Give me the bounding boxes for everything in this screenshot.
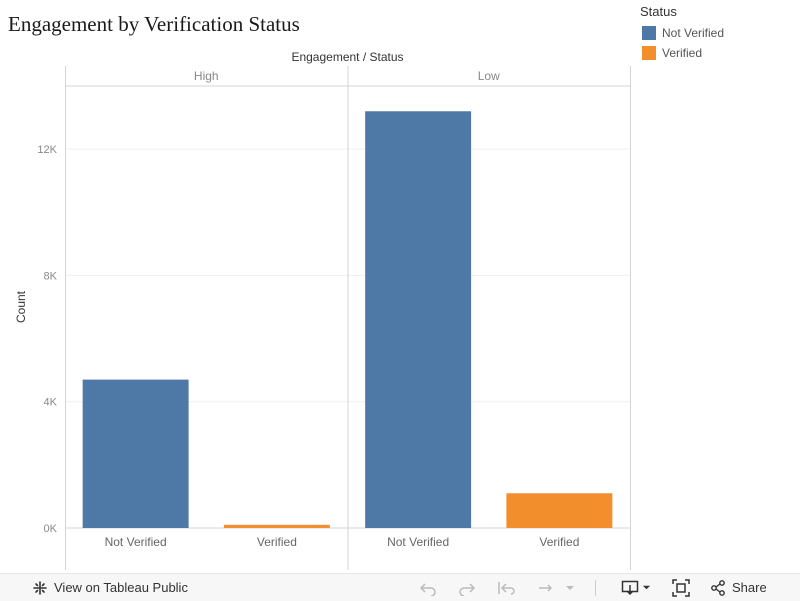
share-button[interactable]: Share bbox=[710, 574, 767, 601]
chevron-down-icon bbox=[565, 583, 575, 593]
bar-chart: Engagement / Status Count 0K 4K 8K 12K High Not… bbox=[14, 50, 631, 570]
y-tick-label: 8K bbox=[44, 270, 58, 282]
fullscreen-icon bbox=[672, 578, 690, 597]
share-icon bbox=[710, 579, 726, 596]
view-on-tableau-label: View on Tableau Public bbox=[54, 580, 188, 595]
y-tick-label: 4K bbox=[44, 397, 58, 409]
x-tick-label: Verified bbox=[257, 535, 297, 549]
toolbar-divider bbox=[595, 574, 596, 601]
bar-low-verified bbox=[506, 493, 613, 528]
download-button[interactable] bbox=[621, 574, 651, 601]
redo-icon bbox=[458, 580, 476, 596]
revert-button[interactable] bbox=[497, 574, 517, 601]
refresh-button[interactable] bbox=[536, 574, 556, 601]
y-axis-label: Count bbox=[14, 290, 28, 323]
redo-button[interactable] bbox=[458, 574, 476, 601]
undo-icon bbox=[419, 580, 437, 596]
y-tick-label: 0K bbox=[44, 523, 58, 535]
legend-swatch-verified bbox=[642, 46, 656, 60]
legend-title: Status bbox=[640, 4, 677, 19]
legend-swatch-not-verified bbox=[642, 26, 656, 40]
legend-label: Verified bbox=[662, 46, 703, 60]
chevron-down-icon bbox=[642, 583, 651, 592]
tableau-icon bbox=[32, 580, 48, 596]
panel-label: High bbox=[194, 69, 219, 83]
legend-label: Not Verified bbox=[662, 26, 725, 40]
bar-low-not-verified bbox=[365, 111, 472, 528]
revert-icon bbox=[497, 580, 517, 596]
download-icon bbox=[621, 580, 639, 596]
undo-button[interactable] bbox=[419, 574, 437, 601]
panel-label: Low bbox=[478, 69, 500, 83]
y-tick-label: 12K bbox=[37, 144, 57, 156]
bar-high-not-verified bbox=[82, 379, 189, 528]
refresh-dropdown[interactable] bbox=[565, 574, 575, 601]
x-tick-label: Verified bbox=[539, 535, 579, 549]
share-label: Share bbox=[732, 580, 767, 595]
x-tick-label: Not Verified bbox=[105, 535, 167, 549]
legend-item-not-verified[interactable]: Not Verified bbox=[640, 23, 798, 43]
legend: Status Not Verified Verified bbox=[640, 4, 798, 63]
legend-item-verified[interactable]: Verified bbox=[640, 43, 798, 63]
page-title: Engagement by Verification Status bbox=[8, 12, 300, 36]
toolbar: View on Tableau Public bbox=[0, 573, 800, 601]
view-on-tableau-link[interactable]: View on Tableau Public bbox=[32, 574, 188, 601]
bar-high-verified bbox=[223, 524, 330, 528]
fullscreen-button[interactable] bbox=[672, 574, 690, 601]
refresh-icon bbox=[536, 580, 556, 596]
column-header: Engagement / Status bbox=[291, 50, 403, 64]
x-tick-label: Not Verified bbox=[387, 535, 449, 549]
